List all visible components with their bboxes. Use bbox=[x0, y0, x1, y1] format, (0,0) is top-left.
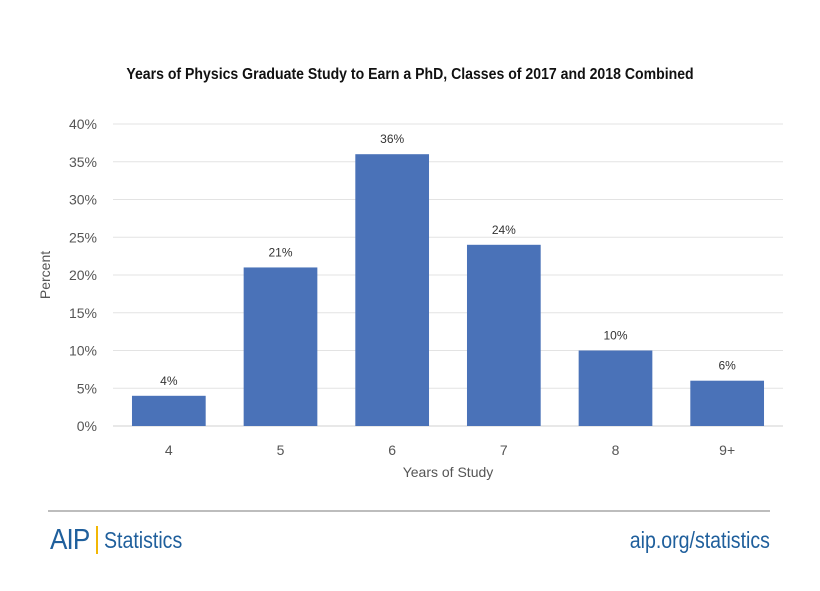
bar bbox=[243, 267, 318, 426]
y-tick-label: 35% bbox=[69, 154, 97, 170]
y-tick-label: 15% bbox=[69, 305, 97, 321]
chart-title: Years of Physics Graduate Study to Earn … bbox=[126, 66, 694, 83]
logo-aip-text: AIP bbox=[50, 523, 90, 556]
aip-statistics-logo: AIP Statistics bbox=[50, 524, 196, 556]
x-axis-label: Years of Study bbox=[403, 464, 494, 480]
x-tick-label: 9+ bbox=[719, 442, 735, 458]
footer-divider bbox=[48, 510, 770, 512]
y-tick-label: 25% bbox=[69, 229, 97, 245]
x-tick-label: 8 bbox=[612, 442, 620, 458]
y-tick-label: 0% bbox=[77, 418, 97, 434]
y-tick-label: 20% bbox=[69, 267, 97, 283]
data-label: 6% bbox=[718, 359, 736, 373]
y-tick-label: 10% bbox=[69, 343, 97, 359]
data-label: 24% bbox=[492, 223, 516, 237]
bar bbox=[578, 350, 653, 426]
y-tick-label: 40% bbox=[69, 116, 97, 132]
bar-chart: 0% 5% 10% 15% 20% 25% 30% 35% 40% 4% 4 21% 5 36% 6 24%… bbox=[37, 116, 783, 480]
bar bbox=[355, 154, 430, 426]
logo-statistics-text: Statistics bbox=[103, 526, 182, 553]
logo-divider bbox=[95, 526, 98, 554]
data-label: 10% bbox=[603, 329, 627, 343]
y-tick-label: 5% bbox=[77, 380, 97, 396]
bar bbox=[131, 395, 206, 426]
data-label: 21% bbox=[268, 245, 292, 259]
x-tick-label: 5 bbox=[277, 442, 285, 458]
y-axis-label: Percent bbox=[37, 251, 53, 299]
footer-url[interactable]: aip.org/statistics bbox=[629, 527, 770, 553]
data-label: 4% bbox=[160, 374, 178, 388]
y-tick-label: 30% bbox=[69, 192, 97, 208]
x-tick-label: 6 bbox=[388, 442, 396, 458]
data-label: 36% bbox=[380, 132, 404, 146]
bar bbox=[690, 380, 765, 426]
bar bbox=[466, 244, 541, 426]
x-tick-label: 7 bbox=[500, 442, 508, 458]
x-tick-label: 4 bbox=[165, 442, 173, 458]
